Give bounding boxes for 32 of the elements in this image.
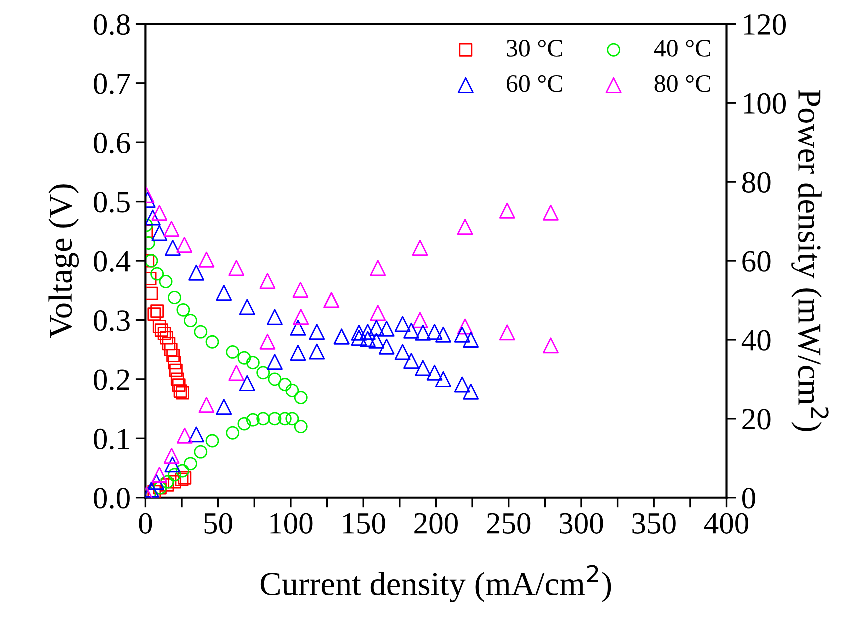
x-tick-label: 300 — [560, 513, 604, 534]
legend-label: 60 °C — [506, 75, 562, 92]
y-tick-label: 0.0 — [94, 488, 130, 509]
y2-tick-label: 60 — [742, 251, 771, 272]
y2-tick-label: 80 — [742, 172, 771, 193]
x-axis-title: Current density (mA/cm$^{2}$) — [260, 565, 612, 602]
x-tick-label: 100 — [270, 513, 313, 534]
y2-tick-label: 120 — [744, 14, 786, 36]
x-tick-label: 50 — [204, 513, 232, 534]
x-tick-label: 250 — [487, 513, 531, 534]
y-tick-label: 0.3 — [94, 310, 130, 332]
y-tick-label: 0.4 — [94, 251, 131, 272]
y-tick-label: 0.2 — [94, 370, 130, 390]
legend-label: 40 °C — [654, 40, 710, 57]
x-tick-label: 150 — [343, 513, 386, 534]
y-tick-label: 0.7 — [94, 74, 130, 94]
y2-tick-label: 40 — [742, 330, 771, 351]
y-tick-label: 0.5 — [94, 192, 130, 213]
y-tick-label: 0.6 — [94, 132, 130, 154]
legend-label: 30 °C — [507, 40, 562, 57]
y-tick-label: 0.1 — [94, 428, 130, 450]
y2-tick-label: 0 — [742, 488, 756, 509]
y2-axis-title: Power density (mW/cm$^{2}$) — [792, 90, 829, 432]
y-tick-label: 0.8 — [94, 14, 130, 36]
x-tick-label: 0 — [139, 513, 152, 534]
legend-label: 80 °C — [654, 75, 710, 92]
x-tick-label: 200 — [414, 513, 458, 534]
x-tick-label: 350 — [632, 513, 676, 534]
y-axis-title: Voltage (V) — [48, 184, 80, 339]
y2-tick-label: 20 — [742, 409, 771, 430]
x-tick-label: 400 — [704, 513, 749, 534]
y2-tick-label: 100 — [744, 93, 786, 114]
